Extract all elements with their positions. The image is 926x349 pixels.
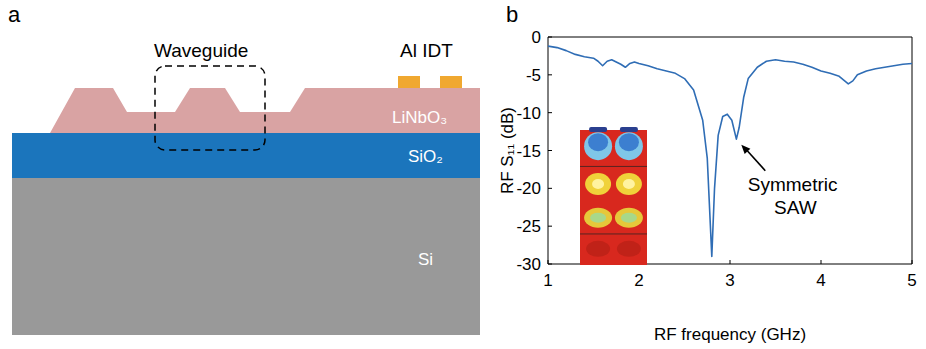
annotation-arrowhead xyxy=(741,145,750,154)
inset xyxy=(580,127,647,265)
inset-field xyxy=(619,133,639,151)
inset-field xyxy=(592,179,604,189)
y-tick xyxy=(548,74,552,75)
x-tick xyxy=(821,260,822,264)
inset-electrode xyxy=(589,127,607,132)
substrate-label: Si xyxy=(418,250,433,269)
x-tick xyxy=(912,260,913,264)
annotation-arrow xyxy=(747,151,765,171)
y-tick xyxy=(548,150,552,151)
figure: a b Waveguide Al IDT LiNbO₃ SiO₂ Si 1 2 3 4 5 -30 -25… xyxy=(0,0,926,349)
inset-field xyxy=(623,179,635,189)
y-tick-label: -20 xyxy=(516,179,541,198)
y-tick xyxy=(548,226,552,227)
film-label: LiNbO₃ xyxy=(392,108,447,127)
x-tick-label: 2 xyxy=(634,271,643,290)
y-tick xyxy=(548,264,552,265)
x-tick-label: 4 xyxy=(816,271,825,290)
inset-boundary xyxy=(580,233,647,234)
y-tick-label: 0 xyxy=(532,28,541,47)
inset-field xyxy=(584,132,612,160)
inset-field xyxy=(585,173,611,195)
inset-field xyxy=(584,208,612,228)
oxide-label: SiO₂ xyxy=(408,147,443,166)
idt-label: Al IDT xyxy=(400,40,453,61)
plot-data xyxy=(548,46,912,256)
y-tick-label: -5 xyxy=(526,66,541,85)
panel-letter: a xyxy=(8,2,21,27)
x-tick-label: 1 xyxy=(543,271,552,290)
y-tick xyxy=(548,112,552,113)
y-tick-label: -15 xyxy=(516,142,541,161)
frame-top xyxy=(548,37,912,38)
frame-right xyxy=(912,37,913,264)
x-tick xyxy=(730,260,731,264)
y-axis-title: RF S₁₁ (dB) xyxy=(498,107,517,194)
annotation: Symmetric SAW xyxy=(748,174,843,218)
panel-letter: b xyxy=(506,2,518,27)
idt-finger xyxy=(398,76,420,88)
inset-field xyxy=(615,132,643,160)
y-tick-label: -30 xyxy=(516,255,541,274)
inset-field xyxy=(621,213,637,223)
inset-electrode xyxy=(620,127,638,132)
inset-field xyxy=(616,173,642,195)
inset-field xyxy=(588,133,608,151)
s11-line xyxy=(548,46,912,256)
inset-boundary xyxy=(580,166,647,167)
waveguide-label: Waveguide xyxy=(154,40,248,61)
x-tick-label: 5 xyxy=(907,271,916,290)
inset-field xyxy=(615,208,643,228)
y-tick-label: -25 xyxy=(516,217,541,236)
si-substrate xyxy=(12,178,480,335)
sio2-layer xyxy=(12,133,480,178)
x-tick-label: 3 xyxy=(725,271,734,290)
y-tick-label: -10 xyxy=(516,104,541,123)
idt-finger xyxy=(440,76,462,88)
y-tick xyxy=(548,188,552,189)
inset-field xyxy=(590,213,606,223)
x-axis-title: RF frequency (GHz) xyxy=(654,325,806,344)
waveguide-box xyxy=(155,66,265,150)
inset-field xyxy=(617,241,641,257)
x-tick xyxy=(548,260,549,264)
y-tick xyxy=(548,37,552,38)
inset-field xyxy=(586,241,610,257)
inset-bg xyxy=(580,130,647,265)
